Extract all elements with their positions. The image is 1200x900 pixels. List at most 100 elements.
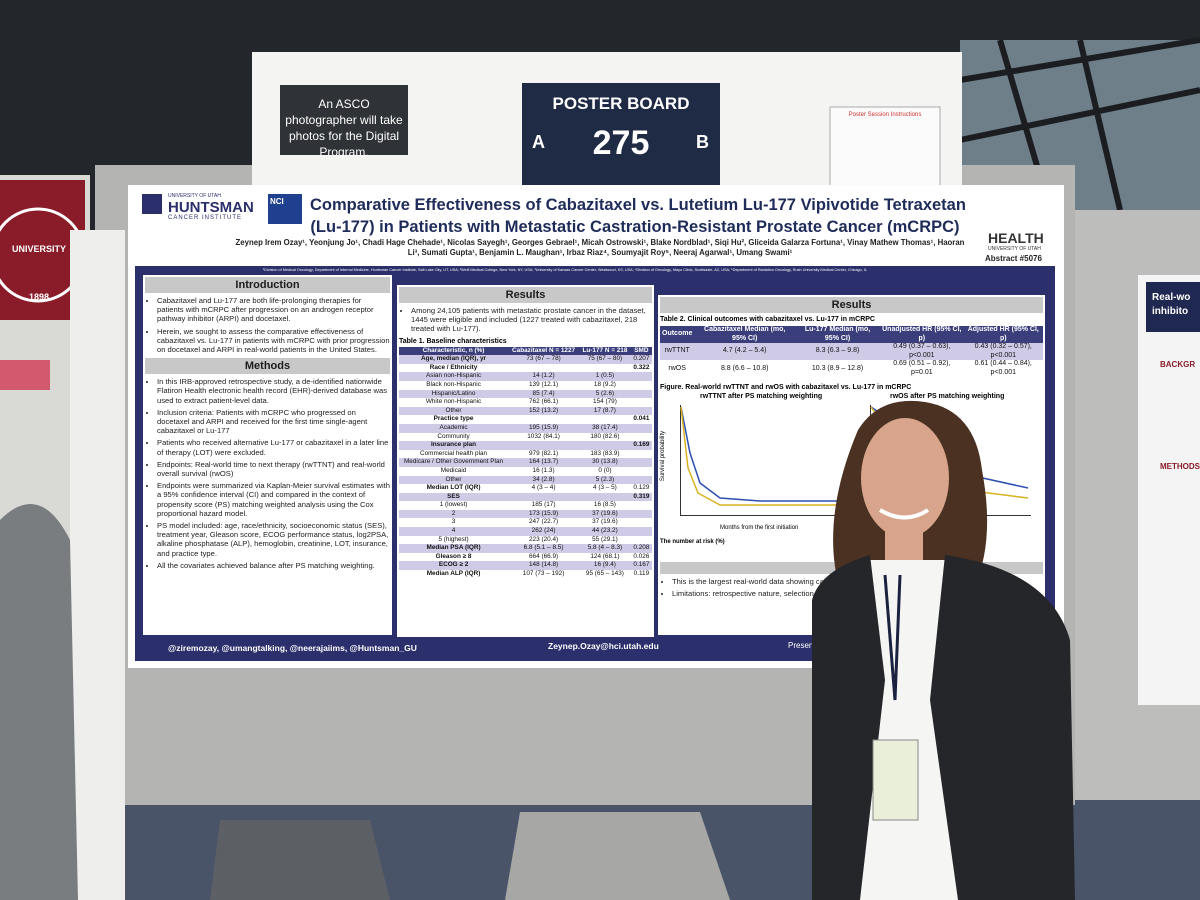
column: Results Among 24,105 patients with metast…	[397, 285, 654, 637]
table-row: SES 0.319	[399, 492, 652, 502]
table-cell: 0.322	[633, 363, 650, 371]
table-cell: Median ALP (IQR)	[426, 570, 481, 578]
section-heading: Introduction	[145, 277, 390, 293]
title-line: (Lu-177) in Patients with Metastatic Cas…	[310, 218, 960, 236]
section-heading: Results	[399, 287, 652, 303]
table-cell: Academic	[399, 423, 509, 433]
bullet-list: This is the largest real-world data show…	[660, 577, 1043, 598]
table-cell: 14 (1.2)	[508, 372, 580, 381]
table-cell: 0 (0)	[598, 466, 612, 474]
table-cell: 0.61 (0.44 – 0.84), p<0.001	[974, 360, 1032, 376]
right-subtitle: inhibito	[1152, 306, 1189, 317]
table-row: White non-Hispanic 762 (66.1) 154 (79)	[399, 398, 652, 407]
table-cell: 18 (9.2)	[593, 380, 616, 388]
table-row: 3 247 (22.7) 37 (19.6)	[399, 518, 652, 527]
table-row: Practice type 0.041	[399, 415, 652, 424]
table-cell: Black non-Hispanic	[426, 380, 481, 388]
table-cell: 4 (3 – 4)	[531, 484, 556, 492]
table-cell: 30 (13.8)	[579, 458, 631, 467]
footer-handles: @ziremozay, @umangtalking, @neerajaiims,…	[168, 643, 417, 653]
table-cell: 0.208	[630, 544, 652, 553]
header-cell: Characteristic, n (%)	[399, 346, 509, 356]
table-cell: 0.43 (0.32 – 0.57), p<0.001	[963, 343, 1043, 361]
table-cell: Median LOT (IQR)	[426, 484, 481, 492]
lanyard	[883, 574, 902, 701]
table-cell: Insurance plan	[399, 441, 509, 450]
table-cell: 0.169	[630, 441, 652, 450]
table-cell	[630, 475, 652, 485]
figure-caption: Figure. Real-world rwTTNT and rwOS with …	[660, 383, 912, 391]
table-cell: Race / Ethnicity	[429, 363, 478, 371]
table-row: Median PSA (IQR) 6.8 (5.1 – 8.5) 5.8 (4 – …	[399, 544, 652, 553]
table-row: Asian non-Hispanic 14 (1.2) 1 (0.5)	[399, 372, 652, 381]
table-cell: Median PSA (IQR)	[399, 544, 509, 553]
table-cell: rwTTNT	[660, 343, 695, 361]
logo-mark	[142, 194, 162, 214]
table-cell: 6.8 (5.1 – 8.5)	[508, 544, 580, 553]
table-cell: 180 (82.6)	[590, 432, 620, 440]
table-cell: 8.8 (6.6 – 10.8)	[720, 364, 769, 372]
km-curve	[680, 406, 838, 502]
table-cell	[579, 441, 631, 450]
blazer	[930, 555, 1075, 900]
table-cell: 124 (68.1)	[590, 552, 620, 560]
table-cell: 262 (24)	[508, 527, 580, 536]
table-cell: 195 (15.9)	[508, 423, 580, 433]
table-cell: 75 (67 – 80)	[579, 355, 631, 364]
table-cell: 0.041	[633, 415, 650, 423]
table-cell: 44 (23.2)	[579, 527, 631, 536]
table-cell: 0.167	[630, 561, 652, 571]
right-poster-header	[1146, 282, 1200, 332]
table-cell: 0.207	[630, 355, 652, 364]
bystander	[0, 504, 78, 900]
left-heatmap	[0, 360, 50, 390]
risk-label: The number at risk (%)	[660, 538, 725, 545]
right-poster	[1138, 275, 1200, 705]
table-row: Commercial health plan 979 (82.1) 183 (83.…	[399, 450, 652, 459]
table-row: Gleason ≥ 8 664 (66.9) 124 (68.1) 0.026	[399, 553, 652, 562]
table-cell: 5.8 (4 – 8.3)	[579, 544, 631, 553]
table-cell: Age, median (IQR), yr	[399, 355, 509, 364]
table-cell: 164 (13.7)	[508, 458, 580, 467]
table-cell	[579, 492, 631, 502]
table-cell: 979 (82.1)	[529, 449, 559, 457]
table-cell: 5 (2.3)	[579, 475, 631, 485]
table-row: 2 173 (15.9) 37 (19.6)	[399, 509, 652, 519]
table-cell: 5 (2.6)	[579, 389, 631, 399]
table-row: Academic 195 (15.9) 38 (17.4)	[399, 423, 652, 433]
table-cell: rwOS	[668, 364, 686, 372]
header-cell: Cabazitaxel N = 1227	[508, 346, 580, 356]
km-curve	[680, 406, 838, 506]
easel	[70, 230, 125, 900]
header-cell: Adjusted HR (95% CI, p)	[963, 326, 1043, 344]
header-cell: SMD	[630, 346, 652, 356]
photographer-notice: An ASCO photographer will take photos fo…	[285, 97, 403, 159]
table-cell: 148 (14.8)	[508, 561, 580, 571]
table-cell: 95 (65 – 143)	[585, 570, 624, 578]
health-logo: HEALTH	[988, 230, 1044, 246]
bullet: Cabazitaxel and Lu-177 are both life-pro…	[157, 296, 390, 324]
table-row: Median ALP (IQR) 107 (73 – 192) 95 (65 – 1…	[399, 570, 652, 579]
header-cell: Unadjusted HR (95% CI, p)	[880, 326, 964, 344]
bullet: Inclusion criteria: Patients with mCRPC …	[157, 408, 390, 436]
table-cell: White non-Hispanic	[425, 398, 482, 406]
table-cell: 2	[399, 509, 509, 519]
table-row: Insurance plan 0.169	[399, 441, 652, 450]
table-cell: 4.7 (4.2 – 5.4)	[694, 343, 796, 361]
table-row: Medicare / Other Government Plan 164 (13.…	[399, 458, 652, 467]
left-year: 1898	[28, 292, 50, 302]
header-row: Characteristic, n (%) Cabazitaxel N = 122…	[399, 346, 652, 356]
chair	[505, 812, 730, 900]
table-cell: Asian non-Hispanic	[399, 372, 509, 381]
table-cell: 17 (8.7)	[579, 406, 631, 416]
data-table: Characteristic, n (%) Cabazitaxel N = 122…	[399, 346, 652, 579]
logo-nci: NCI	[270, 197, 284, 206]
table-cell: 38 (17.4)	[579, 423, 631, 433]
table-row: Black non-Hispanic 139 (12.1) 18 (9.2)	[399, 381, 652, 390]
section-heading: Methods	[145, 358, 390, 375]
table-cell: 0.026	[633, 552, 650, 560]
table-cell: 4	[399, 527, 509, 536]
table-cell	[630, 423, 652, 433]
